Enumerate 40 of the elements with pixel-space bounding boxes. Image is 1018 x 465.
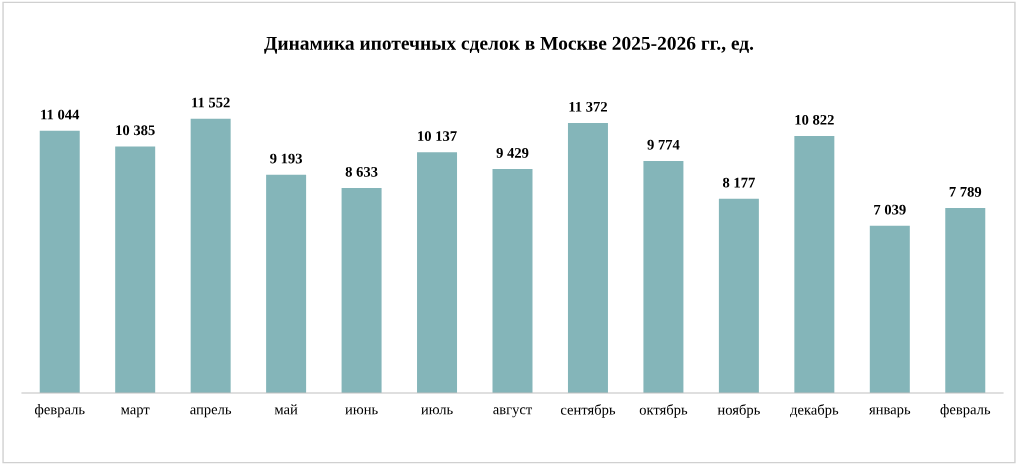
bar [417, 152, 458, 393]
bar [39, 130, 80, 393]
x-tick-label: май [274, 404, 298, 415]
data-label: 8 633 [345, 166, 378, 177]
bar [643, 160, 684, 393]
x-tick-label: декабрь [790, 404, 839, 418]
data-label: 7 789 [949, 186, 982, 197]
x-tick-label: февраль [34, 404, 85, 418]
bar [869, 225, 910, 393]
data-label: 7 039 [874, 204, 906, 215]
data-label: 11 552 [192, 97, 230, 108]
x-tick-label: март [120, 407, 150, 418]
data-label: 8 177 [722, 177, 755, 188]
data-label: 9 193 [270, 153, 303, 164]
x-tick-label: июнь [345, 407, 378, 415]
data-label: 10 822 [795, 114, 834, 125]
bar [567, 122, 608, 393]
x-tick-label: февраль [940, 404, 991, 418]
bar [115, 146, 156, 393]
bar [492, 169, 533, 393]
bar [718, 198, 759, 393]
data-label: 11 044 [41, 109, 80, 120]
data-label: 11 372 [569, 101, 607, 112]
bar [266, 174, 307, 393]
bar [190, 118, 231, 393]
x-tick-label: июль [421, 407, 453, 415]
x-tick-label: ноябрь [717, 404, 760, 418]
data-label: 10 137 [418, 131, 457, 142]
bar [794, 136, 835, 393]
data-label: 9 774 [647, 139, 680, 150]
x-tick-label: август [493, 407, 533, 418]
x-tick-label: январь [869, 407, 911, 418]
data-label: 10 385 [116, 125, 155, 136]
data-label: 9 429 [496, 148, 529, 158]
bar [945, 208, 986, 393]
chart-title: Динамика ипотечных сделок в Москве 2025-2026 гг., ед. [264, 36, 754, 54]
x-tick-label: октябрь [639, 404, 688, 418]
x-tick-label: апрель [190, 407, 232, 418]
x-tick-label: сентябрь [560, 404, 616, 418]
bar [341, 188, 382, 393]
